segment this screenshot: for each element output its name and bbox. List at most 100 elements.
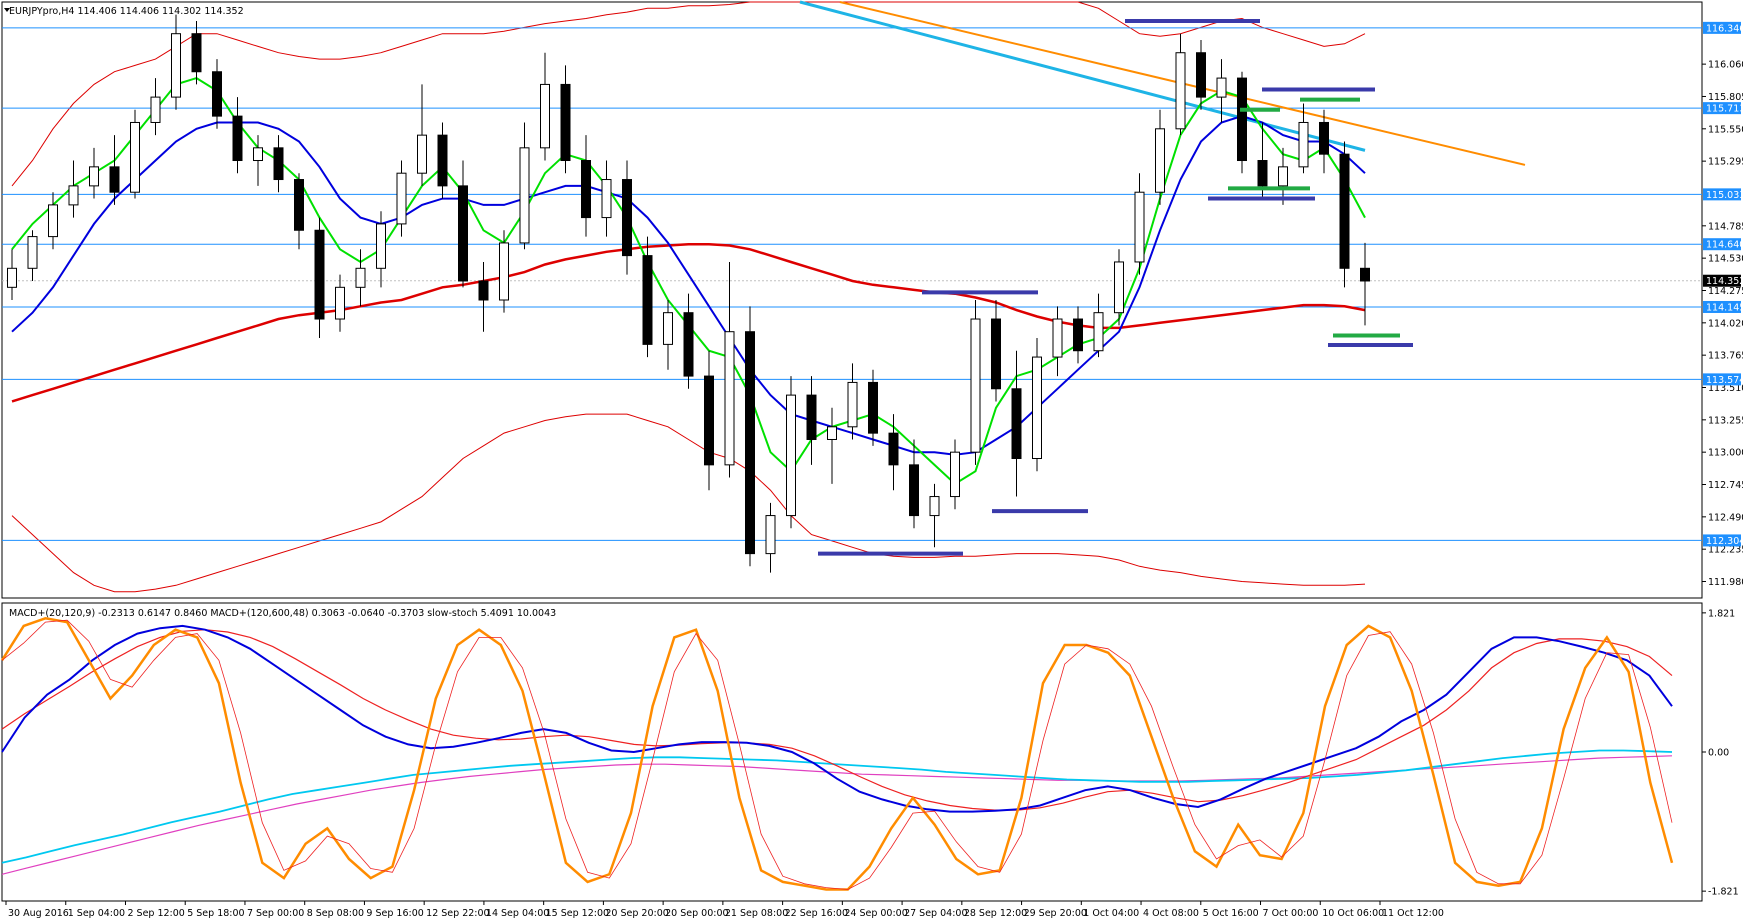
time-tick-label: 14 Sep 04:00 (486, 908, 549, 919)
candle-body (478, 280, 489, 301)
candle-body (171, 33, 181, 98)
time-tick-label: 28 Sep 12:00 (964, 908, 1027, 919)
bollinger-lower-line (11, 413, 1366, 593)
time-tick-label: 15 Sep 12:00 (546, 908, 609, 919)
candle-body (560, 83, 571, 162)
time-tick-label: 1 Sep 04:00 (68, 908, 125, 919)
candle (1155, 109, 1165, 205)
time-tick-label: 29 Sep 20:00 (1024, 908, 1087, 919)
candle (1216, 59, 1227, 123)
candle-body (1011, 388, 1022, 460)
candle-body (48, 204, 58, 238)
candle-body (437, 134, 448, 187)
price-tick-label: 113.510 (1708, 383, 1743, 394)
candle-body (724, 331, 735, 466)
candle-body (929, 496, 940, 517)
candle-body (1134, 191, 1145, 263)
price-tick-label: 115.805 (1708, 92, 1743, 103)
candle-body (950, 451, 960, 498)
candle-body (745, 331, 755, 555)
trendline (799, 0, 1366, 152)
stochastic-signal-line (1, 619, 1673, 890)
candle-body (68, 185, 79, 206)
level-price-label: 115.713 (1706, 104, 1743, 115)
candle (1175, 33, 1186, 136)
time-tick-label: 21 Sep 08:00 (725, 908, 788, 919)
candle (1339, 141, 1350, 288)
level-price-label: 116.346 (1706, 23, 1743, 34)
candle (1114, 249, 1124, 326)
candle-body (1175, 52, 1186, 130)
candle (1257, 122, 1268, 199)
candle-body (991, 318, 1001, 390)
time-tick-label: 8 Sep 08:00 (307, 908, 364, 919)
time-tick-label: 10 Oct 06:00 (1322, 908, 1384, 919)
candle-body (1360, 267, 1370, 282)
candle (109, 135, 120, 205)
candle-body (1298, 121, 1309, 168)
level-price-box (1703, 188, 1741, 201)
level-price-label: 115.033 (1706, 190, 1743, 201)
time-tick-label: 2 Sep 12:00 (127, 908, 184, 919)
candle-body (150, 96, 161, 123)
level-price-box (1703, 373, 1741, 386)
level-price-box (1703, 534, 1741, 547)
candle (683, 293, 694, 389)
candle-body (458, 185, 468, 282)
candle-body (1093, 312, 1104, 352)
candle-body (806, 394, 817, 440)
indicator-pane[interactable]: MACD+(20,120,9) -0.2313 0.6147 0.8460 MA… (0, 602, 1703, 902)
level-price-box (1703, 102, 1741, 115)
time-tick-label: 12 Sep 22:00 (426, 908, 489, 919)
candle-body (765, 515, 776, 555)
time-tick-label: 27 Sep 04:00 (904, 908, 967, 919)
candle-body (683, 312, 694, 377)
bollinger-upper-line (11, 1, 1366, 187)
stochastic-line (0, 617, 1674, 891)
time-tick-label: 22 Sep 16:00 (785, 908, 848, 919)
candle (519, 122, 530, 250)
candle (909, 439, 919, 529)
candle (868, 369, 878, 446)
time-tick-label: 4 Oct 08:00 (1143, 908, 1199, 919)
candle-body (273, 147, 284, 181)
time-tick-label: 24 Sep 00:00 (844, 908, 907, 919)
candle-body (1216, 77, 1227, 98)
candle (540, 52, 550, 161)
candle-body (786, 394, 796, 517)
price-pane[interactable]: EURJPYpro,H4 114.406 114.406 114.302 114… (1, 0, 1703, 599)
candle (827, 407, 837, 484)
candle (806, 376, 817, 465)
candle (704, 350, 714, 491)
candle (1278, 147, 1288, 205)
candle (601, 160, 612, 237)
time-tick-label: 20 Sep 00:00 (665, 908, 728, 919)
candle-body (888, 432, 899, 466)
time-tick-label: 7 Sep 00:00 (247, 908, 304, 919)
candle (499, 230, 509, 313)
level-price-box (1703, 238, 1741, 251)
price-tick-label: 114.275 (1708, 286, 1743, 297)
candle (1134, 173, 1145, 275)
candle-body (540, 83, 550, 149)
time-tick-label: 1 Oct 04:00 (1083, 908, 1139, 919)
price-tick-label: 112.745 (1708, 480, 1743, 491)
candle-body (970, 318, 981, 453)
bollinger-bands (11, 1, 1366, 593)
current-price-label: 114.352 (1706, 276, 1743, 287)
candle (396, 160, 407, 237)
candle (970, 300, 981, 465)
candle (663, 300, 673, 370)
macd-long-line (1, 749, 1673, 864)
candle-body (847, 381, 858, 428)
collapse-triangle-icon[interactable] (4, 8, 10, 12)
candle (7, 249, 17, 300)
candle (950, 439, 960, 510)
candle-body (1237, 77, 1247, 162)
candle (1319, 109, 1329, 174)
macd-signal-line (1, 629, 1673, 811)
current-price-box (1703, 274, 1741, 287)
time-tick-label: 5 Oct 16:00 (1203, 908, 1259, 919)
candle-body (499, 242, 509, 301)
